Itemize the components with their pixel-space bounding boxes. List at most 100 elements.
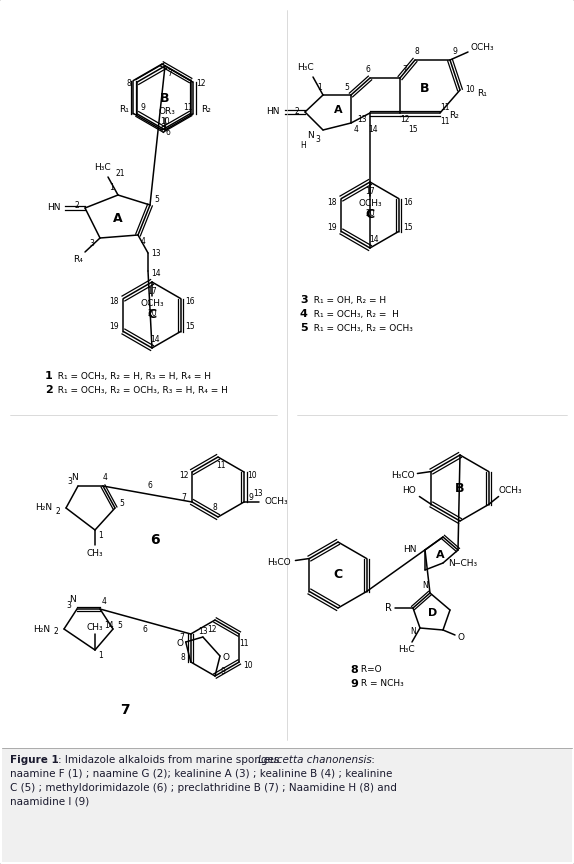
Text: 6: 6 (165, 128, 170, 137)
Text: 14: 14 (369, 234, 379, 244)
Text: 1: 1 (99, 530, 103, 539)
Text: 5: 5 (154, 195, 160, 205)
Text: 1: 1 (317, 82, 323, 92)
Text: 4: 4 (141, 237, 145, 245)
Text: 8: 8 (414, 47, 420, 55)
Text: 7: 7 (402, 66, 408, 74)
Text: 2: 2 (294, 107, 300, 117)
Text: 17: 17 (365, 187, 375, 196)
Text: 3: 3 (67, 600, 71, 609)
Text: 16: 16 (185, 297, 195, 306)
Text: HN: HN (404, 545, 417, 555)
Text: R₁ = OH, R₂ = H: R₁ = OH, R₂ = H (308, 295, 386, 304)
Text: H₃C: H₃C (398, 645, 414, 655)
Text: 15: 15 (185, 322, 195, 331)
Text: 5: 5 (118, 620, 122, 630)
Text: 10: 10 (247, 471, 257, 480)
Text: 19: 19 (328, 223, 338, 232)
Text: 6: 6 (143, 625, 148, 634)
Text: 8: 8 (180, 652, 185, 662)
Text: Figure 1: Figure 1 (10, 755, 59, 765)
Text: 2: 2 (45, 385, 53, 395)
Text: 3: 3 (316, 135, 320, 143)
Text: 3: 3 (90, 238, 95, 247)
Text: 9: 9 (249, 492, 253, 501)
Text: 7: 7 (181, 493, 187, 503)
Text: 20: 20 (147, 308, 157, 317)
Text: OCH₃: OCH₃ (499, 486, 522, 495)
Text: N: N (308, 131, 315, 141)
Text: O: O (223, 653, 230, 663)
Text: R₁: R₁ (119, 105, 129, 115)
Text: R₁ = OCH₃, R₂ = OCH₃: R₁ = OCH₃, R₂ = OCH₃ (308, 323, 413, 333)
Text: 6: 6 (147, 481, 152, 491)
Text: H₂N: H₂N (36, 504, 53, 512)
Text: 12: 12 (179, 471, 189, 480)
Text: H₃C: H₃C (94, 162, 110, 171)
Text: 6: 6 (150, 533, 160, 547)
Text: 16: 16 (403, 198, 412, 207)
Text: R₂: R₂ (201, 105, 211, 115)
Text: H₃CO: H₃CO (267, 558, 291, 567)
Text: 15: 15 (403, 223, 412, 232)
Text: A: A (113, 212, 123, 225)
Text: 14: 14 (151, 269, 161, 277)
Text: OCH₃: OCH₃ (358, 200, 382, 208)
Text: 11: 11 (183, 103, 192, 111)
Text: HO: HO (402, 486, 416, 495)
Text: N: N (69, 594, 76, 603)
Text: R: R (385, 603, 391, 613)
Text: R₁ = OCH₃, R₂ = OCH₃, R₃ = H, R₄ = H: R₁ = OCH₃, R₂ = OCH₃, R₃ = H, R₄ = H (52, 385, 228, 395)
Text: R₁ = OCH₃, R₂ =  H: R₁ = OCH₃, R₂ = H (308, 309, 399, 319)
Text: 11: 11 (440, 103, 450, 111)
Text: R₄: R₄ (73, 256, 83, 264)
Text: 1: 1 (99, 651, 103, 659)
Text: R₁ = OCH₃, R₂ = H, R₃ = H, R₄ = H: R₁ = OCH₃, R₂ = H, R₃ = H, R₄ = H (52, 372, 211, 380)
Text: C: C (366, 208, 375, 221)
Text: 7: 7 (120, 703, 130, 717)
Text: 3: 3 (68, 478, 72, 486)
Text: H₂N: H₂N (33, 625, 51, 633)
Text: 10: 10 (160, 118, 170, 126)
Text: 18: 18 (110, 297, 119, 306)
Text: B: B (160, 92, 170, 105)
Text: 5: 5 (119, 499, 125, 509)
Text: CH₃: CH₃ (87, 549, 103, 557)
Text: 9: 9 (220, 666, 226, 676)
Text: 20: 20 (365, 208, 375, 218)
Text: 1: 1 (110, 183, 114, 193)
Text: OCH₃: OCH₃ (264, 498, 288, 506)
Text: O: O (176, 639, 183, 649)
Text: 4: 4 (102, 596, 106, 606)
Text: B: B (420, 81, 430, 94)
Text: 15: 15 (408, 125, 418, 135)
Text: R₂: R₂ (449, 111, 459, 120)
Text: 9: 9 (141, 104, 146, 112)
Text: 2: 2 (56, 506, 60, 516)
Text: H₃CO: H₃CO (391, 471, 415, 480)
Text: 8: 8 (350, 665, 358, 675)
Text: N: N (410, 627, 416, 637)
Text: 2: 2 (53, 627, 59, 637)
Text: 9: 9 (350, 679, 358, 689)
Text: 4: 4 (103, 473, 107, 482)
Text: H₃C: H₃C (297, 63, 313, 73)
Text: 13: 13 (198, 626, 208, 636)
Text: 7: 7 (168, 69, 172, 79)
Text: 11: 11 (440, 117, 450, 125)
Text: OCH₃: OCH₃ (470, 43, 494, 53)
Text: 2: 2 (75, 200, 79, 209)
Text: C: C (148, 308, 157, 321)
Text: 19: 19 (110, 322, 119, 331)
Text: A: A (333, 105, 342, 115)
Text: 7: 7 (179, 632, 184, 641)
Text: 1: 1 (45, 371, 53, 381)
Text: R=O: R=O (358, 665, 382, 675)
Bar (2, 748, 572, 862)
Text: : Imidazole alkaloids from marine sponges: : Imidazole alkaloids from marine sponge… (58, 755, 282, 765)
Text: 10: 10 (465, 86, 475, 94)
Text: 14: 14 (150, 335, 160, 345)
Text: 13: 13 (253, 488, 263, 498)
Text: 14: 14 (368, 125, 378, 135)
Text: N: N (71, 473, 77, 481)
